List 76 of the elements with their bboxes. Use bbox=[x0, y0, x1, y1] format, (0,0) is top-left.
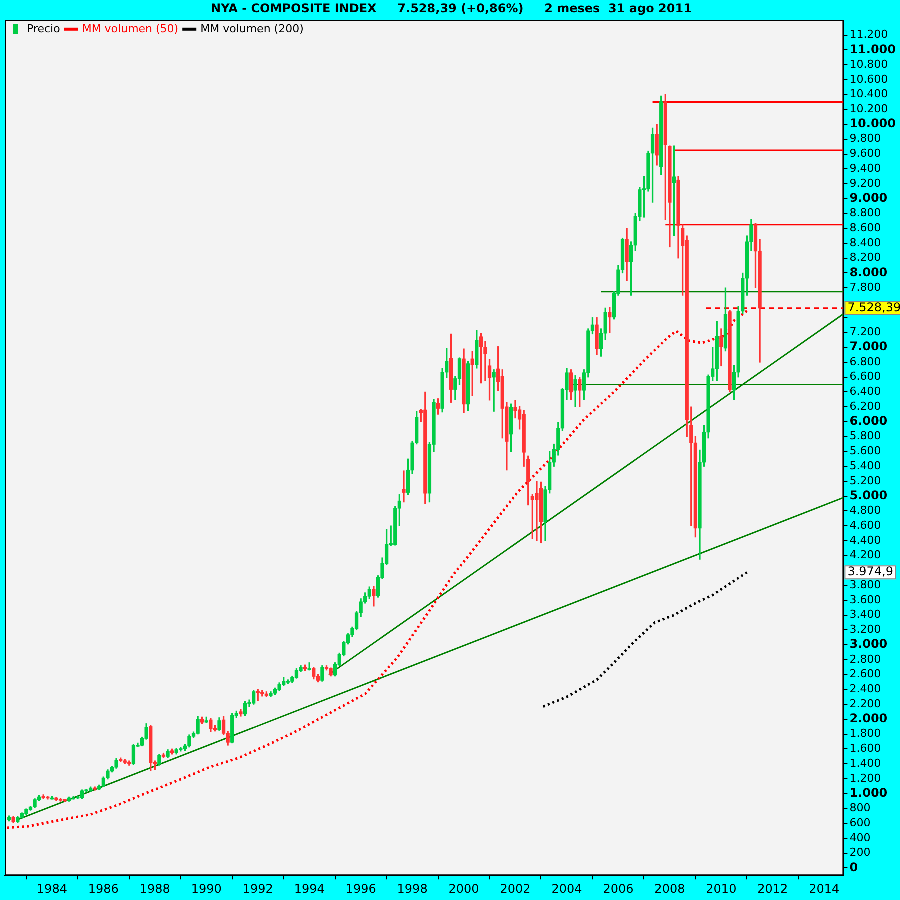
legend-label: Precio bbox=[27, 22, 61, 36]
x-tick-label: 2006 bbox=[603, 882, 634, 896]
y-tick-label: 800 bbox=[850, 802, 871, 815]
y-tick-label: 1.800 bbox=[850, 727, 882, 740]
legend-label: MM volumen (200) bbox=[200, 22, 304, 36]
y-tick-label: 5.800 bbox=[850, 430, 882, 443]
y-tick-label: 6.200 bbox=[850, 400, 882, 413]
x-tick-label: 2002 bbox=[500, 882, 531, 896]
x-tick-label: 1998 bbox=[397, 882, 428, 896]
x-tick-label: 2004 bbox=[552, 882, 582, 896]
y-tick-label: 5.200 bbox=[850, 474, 882, 488]
y-tick-label: 2.600 bbox=[850, 668, 882, 681]
y-tick-label: 3.800 bbox=[850, 578, 882, 592]
y-tick-label: 9.200 bbox=[850, 176, 882, 190]
y-tick-label: 8.000 bbox=[850, 265, 888, 280]
y-tick-label: 6.400 bbox=[850, 385, 882, 398]
y-tick-label: 2.200 bbox=[850, 697, 882, 710]
y-tick-label: 2.400 bbox=[850, 682, 882, 696]
y-tick-label: 4.800 bbox=[850, 504, 882, 518]
y-tick-label: 6.000 bbox=[850, 414, 888, 428]
x-tick-label: 1992 bbox=[242, 882, 274, 896]
y-tick-label: 5.600 bbox=[850, 444, 882, 458]
text: 3.974,9 bbox=[848, 564, 894, 579]
x-tick-label: 1988 bbox=[140, 882, 170, 896]
y-tick-label: 7.000 bbox=[850, 340, 888, 354]
y-tick-label: 4.200 bbox=[850, 548, 882, 562]
y-tick-label: 10.400 bbox=[850, 88, 888, 101]
legend-label: MM volumen (50) bbox=[82, 22, 179, 36]
y-tick-label: 3.000 bbox=[850, 637, 888, 652]
y-tick-label: 7.800 bbox=[850, 280, 882, 294]
y-tick-label: 600 bbox=[850, 816, 871, 830]
y-tick-label: 9.600 bbox=[850, 147, 882, 160]
x-tick-label: 2014 bbox=[809, 882, 840, 896]
y-tick-label: 7.200 bbox=[850, 326, 882, 339]
y-tick-label: 2.000 bbox=[850, 712, 888, 726]
x-tick-label: 1994 bbox=[294, 882, 325, 896]
y-tick-label: 1.000 bbox=[850, 786, 888, 800]
y-tick-label: 5.400 bbox=[850, 459, 882, 472]
y-tick-label: 8.800 bbox=[850, 206, 882, 220]
y-tick-label: 4.600 bbox=[850, 518, 882, 532]
y-tick-label: 1.400 bbox=[850, 756, 882, 770]
y-tick-label: 0 bbox=[850, 860, 858, 874]
y-tick-label: 3.200 bbox=[850, 623, 882, 636]
y-tick-label: 9.400 bbox=[850, 162, 882, 175]
y-tick-label: 200 bbox=[850, 846, 871, 860]
y-tick-label: 10.800 bbox=[850, 58, 888, 71]
x-tick-label: 2000 bbox=[448, 882, 480, 896]
x-tick-label: 2008 bbox=[654, 882, 686, 896]
chart-title: NYA - COMPOSITE INDEX 7.528,39 (+0,86%) 2 meses 31 ago 2011 bbox=[211, 1, 692, 16]
x-tick-label: 1996 bbox=[346, 882, 376, 896]
y-tick-label: 5.000 bbox=[850, 488, 888, 502]
y-tick-label: 6.800 bbox=[850, 355, 882, 368]
y-tick-label: 8.600 bbox=[850, 221, 882, 234]
y-tick-label: 400 bbox=[850, 831, 871, 844]
y-tick-label: 11.000 bbox=[850, 42, 896, 56]
annotation: 7.528,39 bbox=[848, 300, 900, 314]
x-tick-label: 2012 bbox=[758, 882, 788, 896]
x-tick-label: 1990 bbox=[191, 882, 222, 896]
y-tick-label: 4.400 bbox=[850, 534, 882, 547]
x-tick-label: 1984 bbox=[36, 882, 68, 896]
y-tick-label: 9.800 bbox=[850, 132, 882, 146]
y-tick-label: 8.200 bbox=[850, 251, 882, 264]
y-tick-label: 9.000 bbox=[850, 191, 888, 205]
y-tick-label: 2.800 bbox=[850, 652, 882, 666]
y-tick-label: 6.600 bbox=[850, 370, 882, 384]
x-tick-label: 2010 bbox=[706, 882, 737, 896]
y-tick-label: 10.000 bbox=[850, 116, 896, 131]
y-tick-label: 8.400 bbox=[850, 236, 882, 250]
y-tick-label: 11.200 bbox=[850, 28, 888, 42]
y-tick-label: 10.200 bbox=[850, 102, 888, 116]
x-tick-label: 1986 bbox=[88, 882, 119, 896]
y-tick-label: 3.400 bbox=[850, 608, 882, 622]
y-tick-label: 1.200 bbox=[850, 772, 882, 785]
y-tick-label: 1.600 bbox=[850, 742, 882, 756]
y-tick-label: 3.600 bbox=[850, 593, 882, 606]
y-tick-label: 10.600 bbox=[850, 72, 888, 86]
